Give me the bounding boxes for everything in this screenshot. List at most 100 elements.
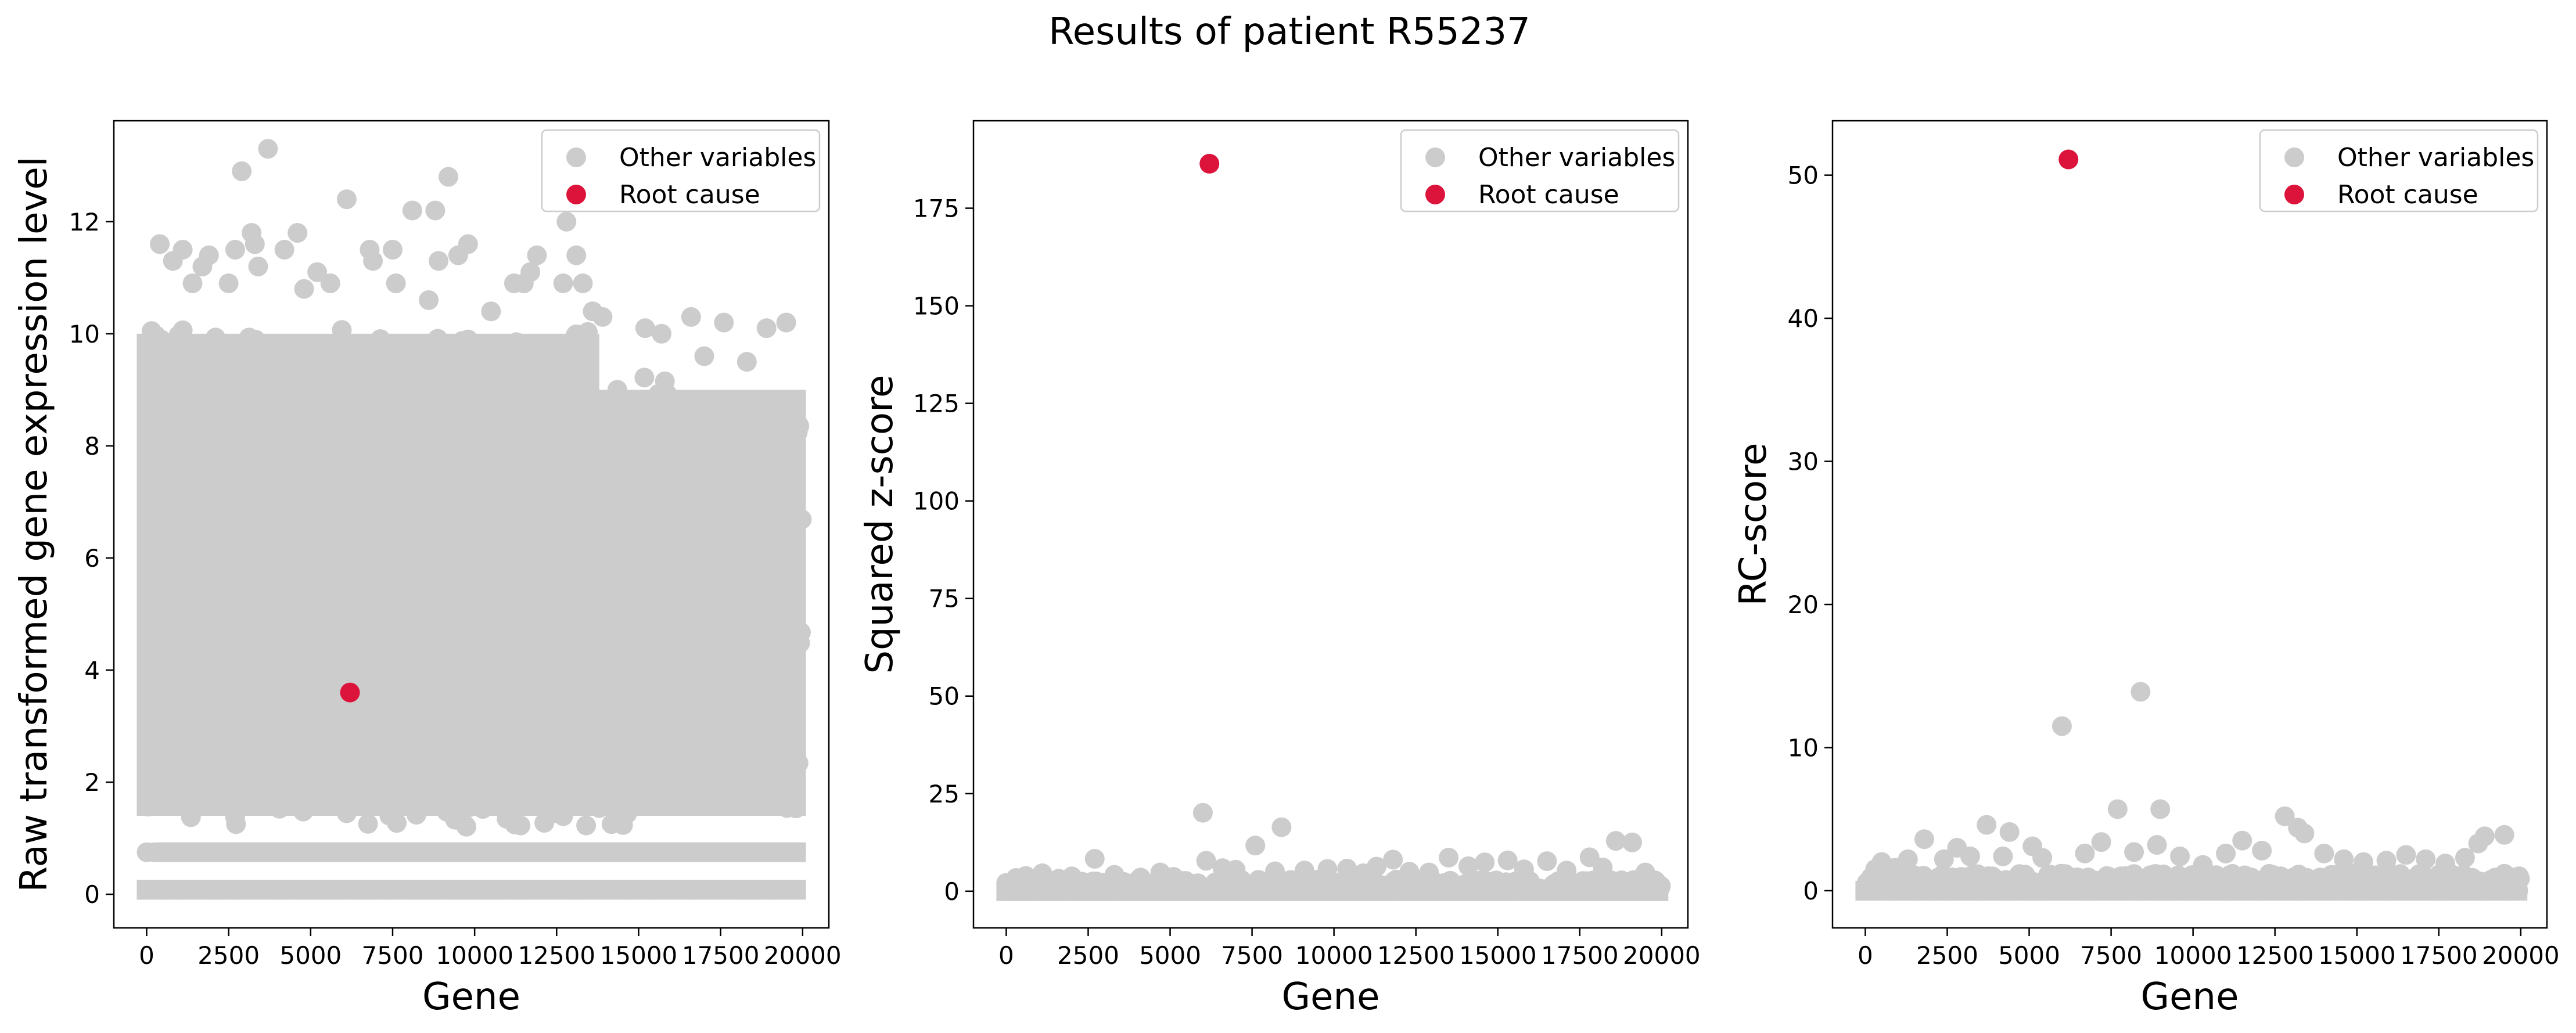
other-variable-point — [1993, 846, 2013, 866]
x-tick-label: 17500 — [2400, 941, 2478, 970]
legend-frame — [541, 129, 821, 213]
other-variable-point — [1366, 856, 1386, 877]
other-variable-point — [2150, 799, 2171, 819]
other-variable-point — [2193, 855, 2213, 875]
other-variable-point — [458, 234, 478, 254]
y-tick-label: 175 — [913, 195, 960, 223]
other-variable-point — [573, 273, 593, 293]
other-variable-point — [1557, 861, 1577, 881]
other-variable-point — [1192, 802, 1213, 823]
legend-marker-other — [1425, 147, 1445, 167]
other-variable-point — [248, 256, 268, 276]
other-variable-point — [1383, 850, 1403, 870]
x-tick-label: 7500 — [1221, 941, 1283, 970]
other-variable-point — [1475, 852, 1495, 873]
other-variable-point — [1265, 861, 1285, 881]
other-variable-point — [1130, 868, 1151, 888]
x-tick-label: 12500 — [2236, 941, 2314, 970]
other-variable-point — [556, 211, 577, 232]
y-tick-label: 12 — [69, 208, 100, 236]
x-tick-label: 20000 — [2482, 941, 2560, 970]
legend-frame — [1400, 129, 1680, 213]
x-tick-label: 5000 — [1139, 941, 1201, 970]
x-tick-label: 12500 — [518, 941, 596, 970]
y-tick-label: 0 — [944, 877, 960, 906]
other-variable-point — [1458, 856, 1478, 876]
legend-label-other: Other variables — [1478, 143, 1675, 172]
other-variable-point — [776, 312, 796, 333]
other-variable-point — [1317, 859, 1338, 879]
legend-label-other: Other variables — [619, 143, 816, 172]
root-cause-point — [1199, 153, 1220, 174]
other-variable-point — [429, 251, 449, 271]
x-axis-label: Gene — [422, 976, 520, 1018]
axes-frame — [113, 120, 830, 929]
other-variable-point — [336, 189, 357, 210]
legend: Other variables Root cause — [541, 129, 821, 213]
other-variable-point — [182, 273, 203, 293]
y-tick-label: 150 — [913, 292, 960, 321]
generated-points — [1855, 863, 2530, 901]
other-variable-point — [2131, 682, 2151, 702]
x-tick-label: 15000 — [1459, 941, 1537, 970]
legend-label-root: Root cause — [2337, 180, 2478, 210]
other-variable-point — [438, 167, 458, 187]
legend: Other variables Root cause — [1400, 129, 1680, 213]
other-variable-point — [1084, 849, 1105, 869]
other-variable-point — [1914, 829, 1934, 850]
x-tick-label: 7500 — [2080, 941, 2142, 970]
other-variable-point — [592, 307, 613, 327]
other-variable-point — [481, 301, 501, 322]
other-variable-point — [425, 200, 445, 221]
y-tick-label: 50 — [929, 682, 960, 711]
other-variable-point — [199, 245, 219, 265]
other-variable-point — [258, 139, 278, 159]
other-variable-point — [1934, 849, 1954, 869]
y-tick-label: 0 — [84, 880, 100, 909]
other-variable-point — [2294, 823, 2315, 844]
other-variable-point — [150, 234, 170, 254]
other-variable-point — [553, 273, 573, 293]
x-tick-label: 0 — [998, 941, 1014, 970]
y-tick-label: 6 — [84, 544, 100, 573]
x-tick-label: 10000 — [1295, 941, 1373, 970]
other-variable-point — [681, 307, 701, 327]
other-variable-point — [2396, 845, 2416, 865]
other-variable-point — [1226, 859, 1246, 880]
other-variable-point — [2455, 848, 2475, 868]
other-variable-point — [2474, 826, 2495, 847]
other-variable-point — [2354, 852, 2374, 872]
other-variable-point — [1605, 831, 1626, 851]
y-tick-label: 40 — [1788, 304, 1819, 333]
other-variables-points — [136, 139, 812, 900]
other-variable-point — [520, 262, 541, 282]
other-variable-point — [1104, 865, 1124, 885]
other-variable-point — [2275, 806, 2295, 826]
other-variable-point — [694, 346, 714, 366]
other-variable-point — [1593, 857, 1613, 877]
x-tick-label: 17500 — [1541, 941, 1619, 970]
x-tick-label: 20000 — [1623, 941, 1701, 970]
other-variable-point — [1016, 866, 1036, 886]
other-variable-point — [2416, 849, 2436, 869]
y-tick-label: 20 — [1788, 591, 1819, 619]
y-tick-label: 100 — [913, 487, 960, 516]
other-variable-point — [2091, 832, 2111, 852]
other-variable-point — [173, 240, 193, 260]
other-variables-points — [996, 802, 1671, 901]
other-variable-point — [1196, 851, 1216, 871]
subplot-2: 0 2500 5000 7500 10000 12500 15000 17500 20000 0 2… — [858, 120, 1701, 1018]
other-variable-point — [2107, 799, 2128, 819]
other-variable-point — [2032, 848, 2053, 868]
y-tick-label: 30 — [1788, 448, 1819, 476]
y-tick-label: 25 — [929, 780, 960, 808]
other-variable-point — [2376, 851, 2397, 871]
other-variable-point — [1062, 866, 1082, 887]
other-variable-point — [714, 312, 734, 333]
other-variable-point — [1294, 861, 1314, 881]
legend: Other variables Root cause — [2259, 129, 2539, 213]
other-variable-point — [2334, 849, 2354, 869]
x-tick-label: 5000 — [1998, 941, 2060, 970]
y-axis-label: Raw transformed gene expression level — [13, 156, 56, 892]
